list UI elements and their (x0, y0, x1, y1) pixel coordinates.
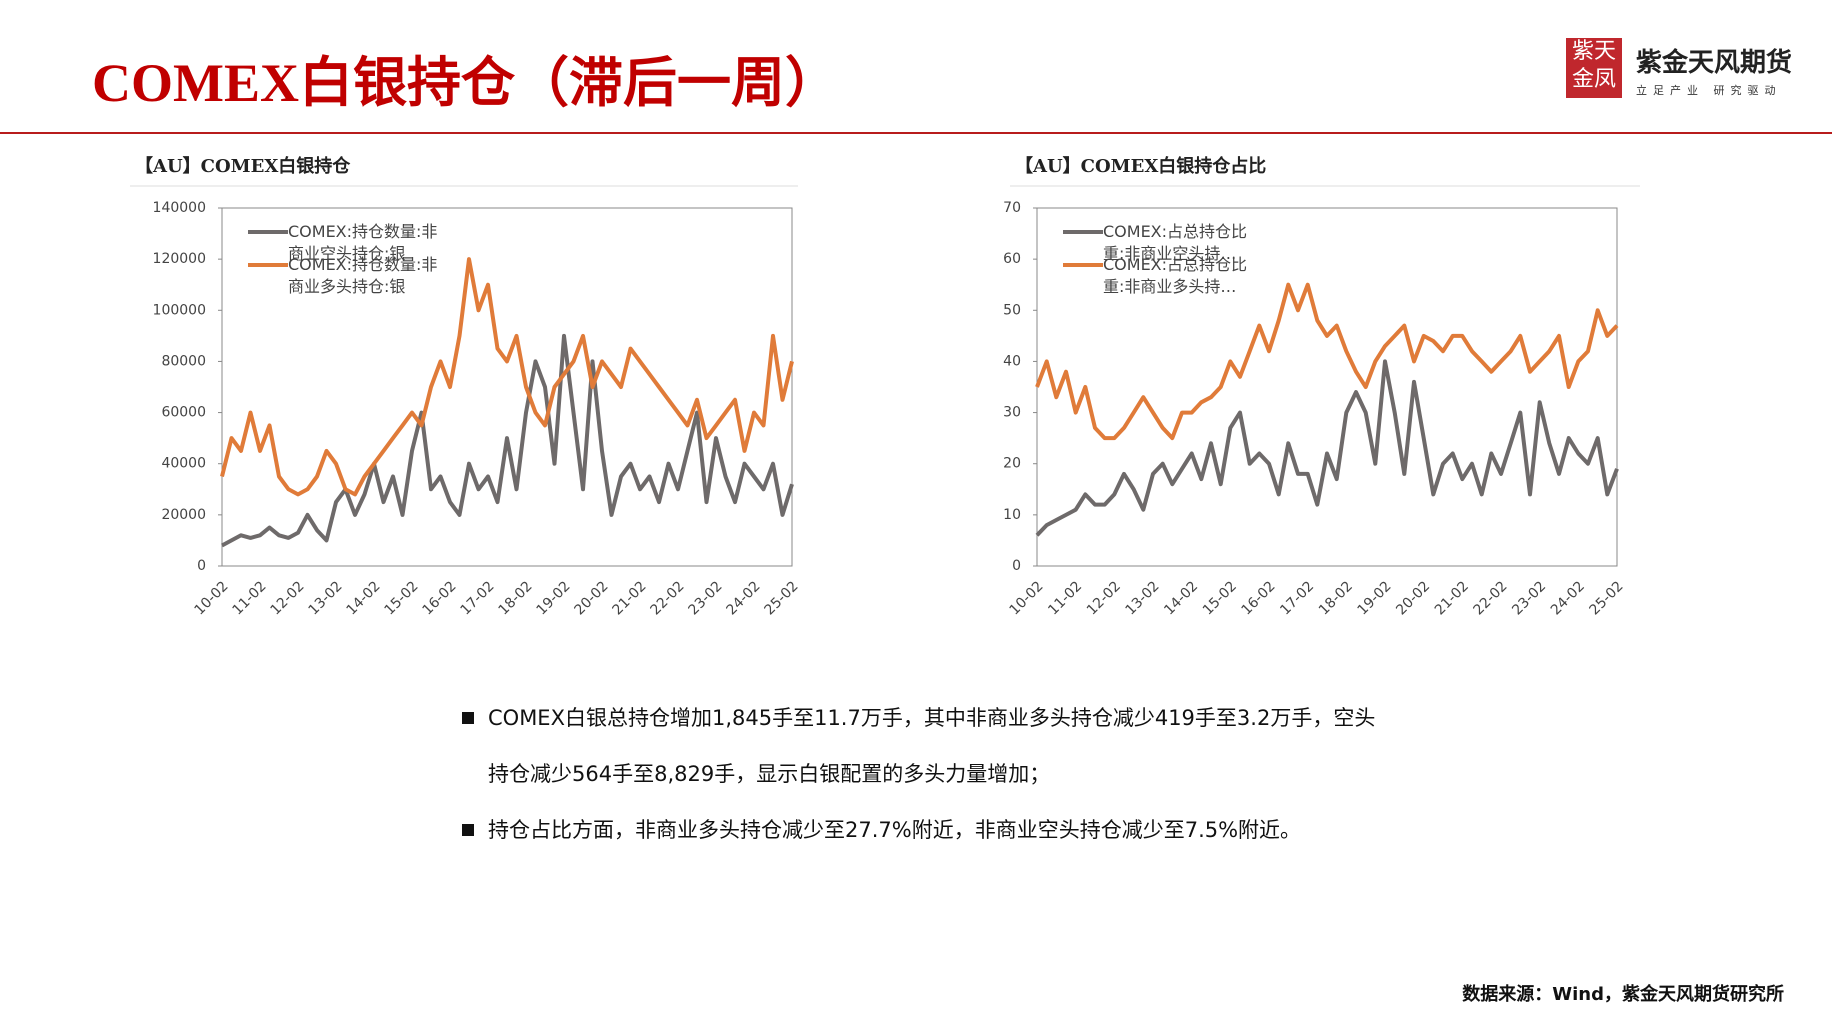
logo-mark: 紫天 金凤 (1566, 38, 1622, 98)
x-tick-label: 14-02 (1161, 578, 1201, 618)
legend-label: COMEX:持仓数量:非商业多头持仓:银 (288, 255, 438, 296)
y-tick-label: 50 (1003, 302, 1021, 318)
y-tick-label: 30 (1003, 405, 1021, 421)
chart-title: 【AU】COMEX白银持仓占比 (1015, 155, 1266, 177)
y-tick-label: 100000 (153, 302, 206, 318)
slide-title: COMEX白银持仓（滞后一周） (92, 53, 839, 113)
charts: 【AU】COMEX白银持仓 0 20000 40000 60000 80000 100000… (130, 155, 1640, 618)
x-tick-label: 14-02 (344, 578, 384, 618)
x-tick-label: 16-02 (1239, 578, 1279, 618)
x-tick-label: 13-02 (306, 578, 346, 618)
x-tick-label: 24-02 (724, 578, 764, 618)
y-tick-label: 10 (1003, 507, 1021, 523)
y-tick-label: 40000 (161, 456, 206, 472)
x-tick-label: 17-02 (1277, 578, 1317, 618)
x-tick-label: 18-02 (1316, 578, 1356, 618)
x-tick-label: 11-02 (1045, 578, 1085, 618)
legend-label: COMEX:占总持仓比重:非商业空头持… (1103, 222, 1248, 263)
x-tick-label: 16-02 (420, 578, 460, 618)
x-tick-label: 18-02 (496, 578, 536, 618)
y-tick-label: 60 (1003, 251, 1021, 267)
x-tick-label: 25-02 (762, 578, 802, 618)
x-tick-label: 25-02 (1587, 578, 1627, 618)
x-tick-label: 21-02 (610, 578, 650, 618)
bullet: 持仓占比方面，非商业多头持仓减少至27.7%附近，非商业空头持仓减少至7.5%附… (462, 802, 1382, 858)
series-line (1035, 359, 1619, 537)
bullet-list: COMEX白银总持仓增加1,845手至11.7万手，其中非商业多头持仓减少419… (462, 690, 1382, 858)
x-tick-label: 12-02 (268, 578, 308, 618)
x-tick-label: 21-02 (1432, 578, 1472, 618)
x-tick-label: 15-02 (1200, 578, 1240, 618)
logo-name: 紫金天风期货 (1636, 48, 1793, 78)
y-tick-label: 20000 (161, 507, 206, 523)
legend-entry: COMEX:占总持仓比重:非商业多头持… (1103, 255, 1248, 296)
y-tick-label: 60000 (161, 405, 206, 421)
y-tick-label: 120000 (153, 251, 206, 267)
x-tick-label: 17-02 (458, 578, 498, 618)
x-tick-label: 23-02 (686, 578, 726, 618)
x-tick-label: 19-02 (534, 578, 574, 618)
legend-label: COMEX:占总持仓比重:非商业多头持… (1103, 255, 1248, 296)
logo-slogan: 立足产业 研究驱动 (1636, 84, 1782, 97)
y-tick-label: 140000 (153, 200, 206, 216)
x-tick-label: 22-02 (648, 578, 688, 618)
y-tick-label: 0 (1012, 558, 1021, 574)
legend-entry: COMEX:持仓数量:非商业多头持仓:银 (288, 255, 438, 296)
series-line (1035, 282, 1619, 441)
legend-entry: COMEX:持仓数量:非商业空头持仓:银 (288, 222, 438, 263)
x-tick-label: 23-02 (1509, 578, 1549, 618)
y-tick-label: 80000 (161, 353, 206, 369)
chart-title: 【AU】COMEX白银持仓 (135, 155, 351, 177)
series-line (221, 333, 794, 548)
x-tick-label: 12-02 (1084, 578, 1124, 618)
source-note: 数据来源：Wind，紫金天风期货研究所 (1462, 984, 1784, 1005)
x-tick-label: 22-02 (1471, 578, 1511, 618)
x-tick-label: 10-02 (1007, 578, 1047, 618)
legend-entry: COMEX:占总持仓比重:非商业空头持… (1103, 222, 1248, 263)
x-tick-label: 20-02 (1393, 578, 1433, 618)
bullet: COMEX白银总持仓增加1,845手至11.7万手，其中非商业多头持仓减少419… (462, 690, 1382, 802)
x-tick-label: 10-02 (192, 578, 232, 618)
x-tick-label: 13-02 (1123, 578, 1163, 618)
plot-frame (221, 207, 793, 567)
y-tick-label: 0 (197, 558, 206, 574)
title-rule (0, 132, 1832, 134)
x-tick-label: 19-02 (1355, 578, 1395, 618)
series-line (220, 257, 794, 497)
y-tick-label: 20 (1003, 456, 1021, 472)
x-tick-label: 11-02 (230, 578, 270, 618)
y-tick-label: 40 (1003, 353, 1021, 369)
x-tick-label: 15-02 (382, 578, 422, 618)
legend-label: COMEX:持仓数量:非商业空头持仓:银 (288, 222, 438, 263)
x-tick-label: 20-02 (572, 578, 612, 618)
x-tick-label: 24-02 (1548, 578, 1588, 618)
y-tick-label: 70 (1003, 200, 1021, 216)
